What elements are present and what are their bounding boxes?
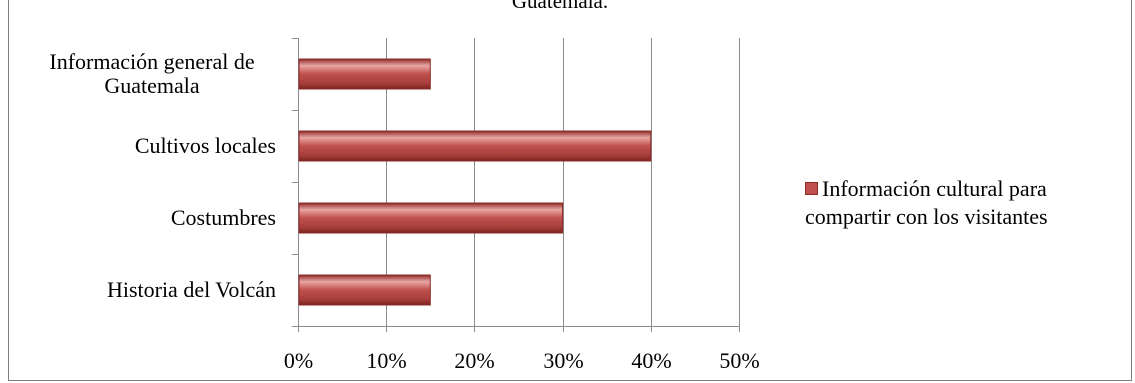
category-label: Guatemala <box>104 73 200 98</box>
x-tick-label: 0% <box>284 348 313 373</box>
legend-line: Información cultural para <box>805 175 1125 203</box>
category-label: Costumbres <box>171 205 276 230</box>
x-tick-label: 10% <box>366 348 406 373</box>
chart-title: Guatemala. <box>511 0 609 13</box>
category-label: Información general de <box>49 49 254 74</box>
x-tick-label: 30% <box>543 348 583 373</box>
legend-line: compartir con los visitantes <box>805 203 1125 231</box>
bars <box>298 58 652 306</box>
x-tick-label: 40% <box>631 348 671 373</box>
legend-label-line-2: compartir con los visitantes <box>805 204 1048 229</box>
bar <box>298 58 431 90</box>
category-label: Cultivos locales <box>135 133 276 158</box>
legend: Información cultural para compartir con … <box>805 175 1125 231</box>
x-tick-labels: 0% 10% 20% 30% 40% 50% <box>284 348 760 373</box>
bar <box>298 202 564 234</box>
chart-frame <box>8 0 1132 381</box>
category-label: Historia del Volcán <box>107 277 276 302</box>
x-tick-label: 20% <box>454 348 494 373</box>
legend-swatch <box>805 182 818 195</box>
legend-label-line-1: Información cultural para <box>822 176 1047 201</box>
gridlines <box>386 38 740 326</box>
bar <box>298 130 652 162</box>
bar <box>298 274 431 306</box>
x-tick-label: 50% <box>719 348 759 373</box>
